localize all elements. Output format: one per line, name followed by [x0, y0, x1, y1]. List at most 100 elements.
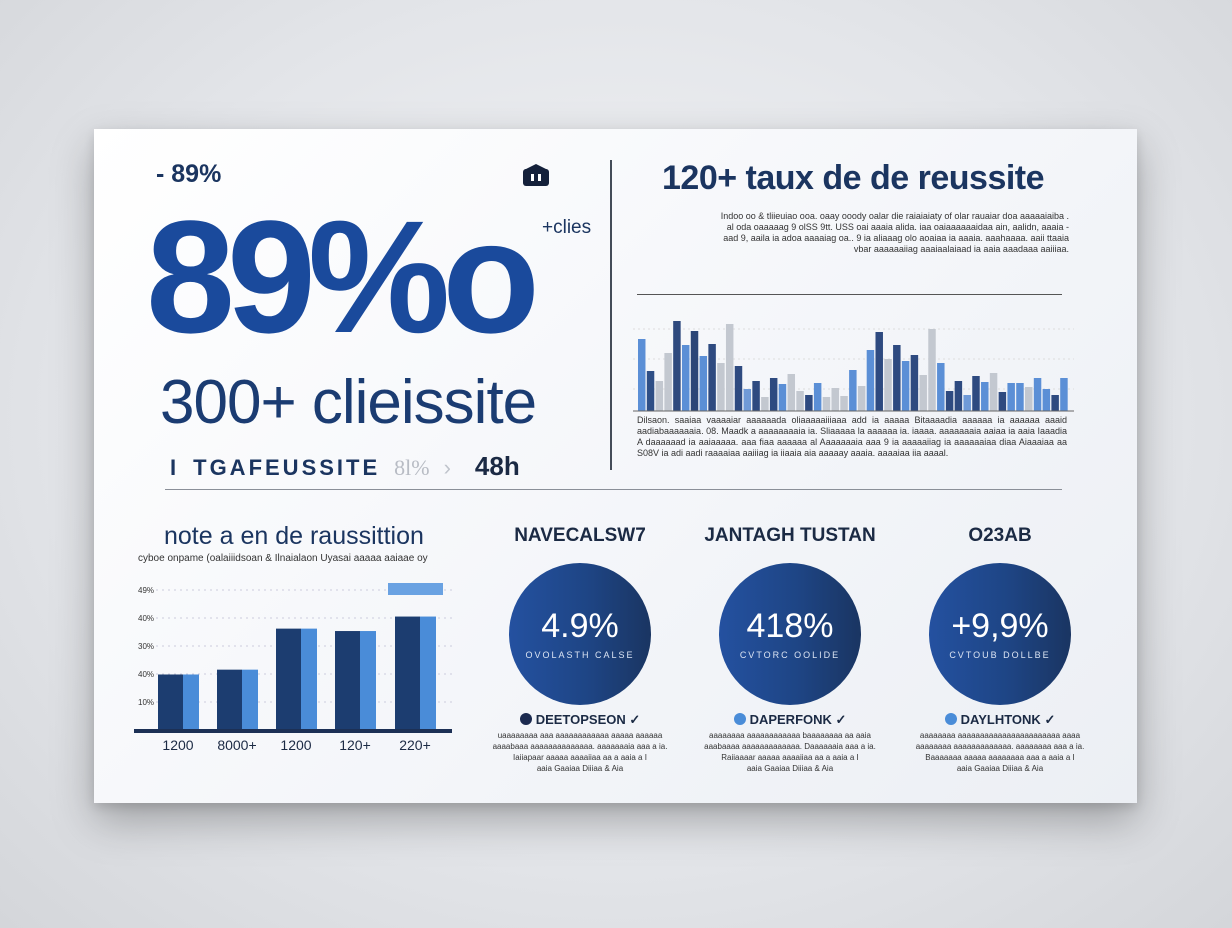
bar [664, 353, 672, 411]
bar [1060, 378, 1068, 411]
bar [857, 386, 866, 411]
x-tick-label: 1200 [162, 737, 193, 753]
side-label: +clies [542, 217, 592, 238]
check-icon: ✓ [629, 712, 641, 727]
circle-title: NAVECALSW7 [514, 525, 646, 546]
circle-caption: DAYLHTONK ✓ [900, 712, 1100, 728]
row-bar: I [170, 455, 180, 480]
right-paragraph: Indoo oo & tliieuiao ooa. oaay ooody oal… [624, 211, 1069, 255]
bar [813, 383, 822, 411]
right-title: 120+ taux de de reussite [662, 159, 1045, 197]
description-line: aaaaaaaa aaaaaaaaaaaaaaaaaaaaaaa aaaa [919, 731, 1081, 740]
y-tick-label: 30% [138, 642, 154, 651]
bar [1042, 389, 1051, 411]
bar-light [301, 628, 317, 730]
row-faded: 8l% [394, 455, 430, 480]
y-tick-label: 40% [138, 614, 154, 623]
bar [840, 396, 848, 411]
bar-dark [276, 628, 301, 730]
circle-title: JANTAGH TUSTAN [704, 525, 876, 546]
bar-light [183, 674, 199, 730]
circle-value: 4.9% [541, 607, 619, 645]
horizontal-divider [165, 489, 1062, 490]
bar [787, 374, 796, 411]
circle-value: +9,9% [951, 607, 1049, 645]
circle-description: uaaaaaaaa aaa aaaaaaaaaaaa aaaaa aaaaaa a… [480, 730, 680, 774]
check-icon: ✓ [1044, 712, 1056, 727]
infographic-card: - 89% 89%o +clies 300+ clieissite I TGAF… [94, 129, 1137, 803]
baseline [134, 729, 452, 733]
bar [1025, 387, 1033, 411]
bottom-chart-title: note a en de raussittion [164, 522, 424, 550]
dot-icon [944, 713, 957, 725]
description-line: Raiiaaaar aaaaa aaaaiiaa aa a aaia a I [721, 753, 859, 762]
stat-row: I TGAFEUSSITE 8l% › 48h [170, 451, 520, 482]
bar [875, 332, 883, 411]
bar [743, 389, 752, 411]
bar [752, 381, 760, 411]
description-line: aaia Gaaiaa Diiiaa & Aia [536, 764, 624, 773]
bar [690, 331, 699, 411]
bar [928, 329, 936, 411]
stat-circle: +9,9% CVTOUB DOLLBE [929, 563, 1071, 705]
paragraph-line: aad 9, aaila ia adoa aaaaiag oa.. 9 ia a… [723, 233, 1069, 243]
bar [681, 345, 690, 411]
bar [796, 391, 804, 411]
description-line: aaia Gaaiaa Diiiaa & Aia [956, 764, 1044, 773]
circle-value: 418% [746, 607, 834, 645]
circle-description: aaaaaaaa aaaaaaaaaaaa baaaaaaaa aa aaia a… [690, 730, 890, 774]
bar [937, 363, 945, 411]
bar [989, 373, 998, 411]
description-line: Baaaaaaa aaaaa aaaaaaaa aaa a aaia a I [925, 753, 1075, 762]
x-tick-label: 1200 [280, 737, 311, 753]
highlight-bar [388, 583, 443, 595]
bar [954, 381, 963, 411]
caption-text: DAPERFONK [749, 712, 832, 727]
description-line: aaabaaaa aaaaaaaaaaaaa. Daaaaaaia aaa a … [704, 742, 876, 751]
bottom-bar-chart: 49% 40% 30% 40% 10% 1200 8000+ 1200 120+ 220+ [134, 583, 454, 753]
bar [963, 395, 971, 411]
bar [1033, 378, 1042, 411]
y-tick-label: 49% [138, 586, 154, 595]
bar [998, 392, 1007, 411]
bar [699, 356, 708, 411]
dot-icon [733, 713, 746, 725]
paragraph-line: vbar aaaaaaiiag aaaiaalaiaad ia aaia aaa… [853, 244, 1069, 254]
bar [638, 339, 646, 411]
description-line: uaaaaaaaa aaa aaaaaaaaaaaa aaaaa aaaaaa [497, 731, 663, 740]
chart-top-rule [637, 294, 1062, 295]
bar [1007, 383, 1015, 411]
paragraph-line: al oda oaaaaag 9 olSS 9tt. USS oai aaaia… [726, 222, 1069, 232]
bar [831, 388, 839, 411]
caption-text: DEETOPSEON [535, 712, 626, 727]
description-line: aaaabaaa aaaaaaaaaaaaaa. aaaaaaaia aaa a… [492, 742, 668, 751]
circle-label: CVTORC OOLIDE [739, 650, 841, 660]
bar [945, 391, 954, 411]
description-line: Iaiiapaar aaaaa aaaaiiaa aa a aaia a I [513, 753, 647, 762]
bar [884, 359, 892, 411]
bar [910, 355, 919, 411]
bar [972, 376, 980, 411]
y-tick-label: 10% [138, 698, 154, 707]
bar [708, 344, 716, 411]
caption-text: DAYLHTONK [960, 712, 1041, 727]
bar-light [420, 616, 436, 730]
bar [778, 384, 787, 411]
circle-caption: DEETOPSEON ✓ [480, 712, 680, 728]
bar-dark [335, 631, 360, 730]
bar [893, 345, 901, 411]
circle-title: O23AB [968, 525, 1032, 546]
x-tick-label: 220+ [399, 737, 431, 753]
check-icon: ✓ [835, 712, 847, 727]
bar [1016, 383, 1024, 411]
description-line: aaia Gaaiaa Diiiaa & Aia [746, 764, 834, 773]
bar-dark [158, 674, 183, 730]
bar [673, 321, 681, 411]
x-tick-label: 8000+ [217, 737, 256, 753]
bar [725, 324, 734, 411]
bar-light [360, 631, 376, 730]
y-tick-label: 40% [138, 670, 154, 679]
bar [849, 370, 857, 411]
bar [1051, 395, 1059, 411]
bar [805, 395, 813, 411]
